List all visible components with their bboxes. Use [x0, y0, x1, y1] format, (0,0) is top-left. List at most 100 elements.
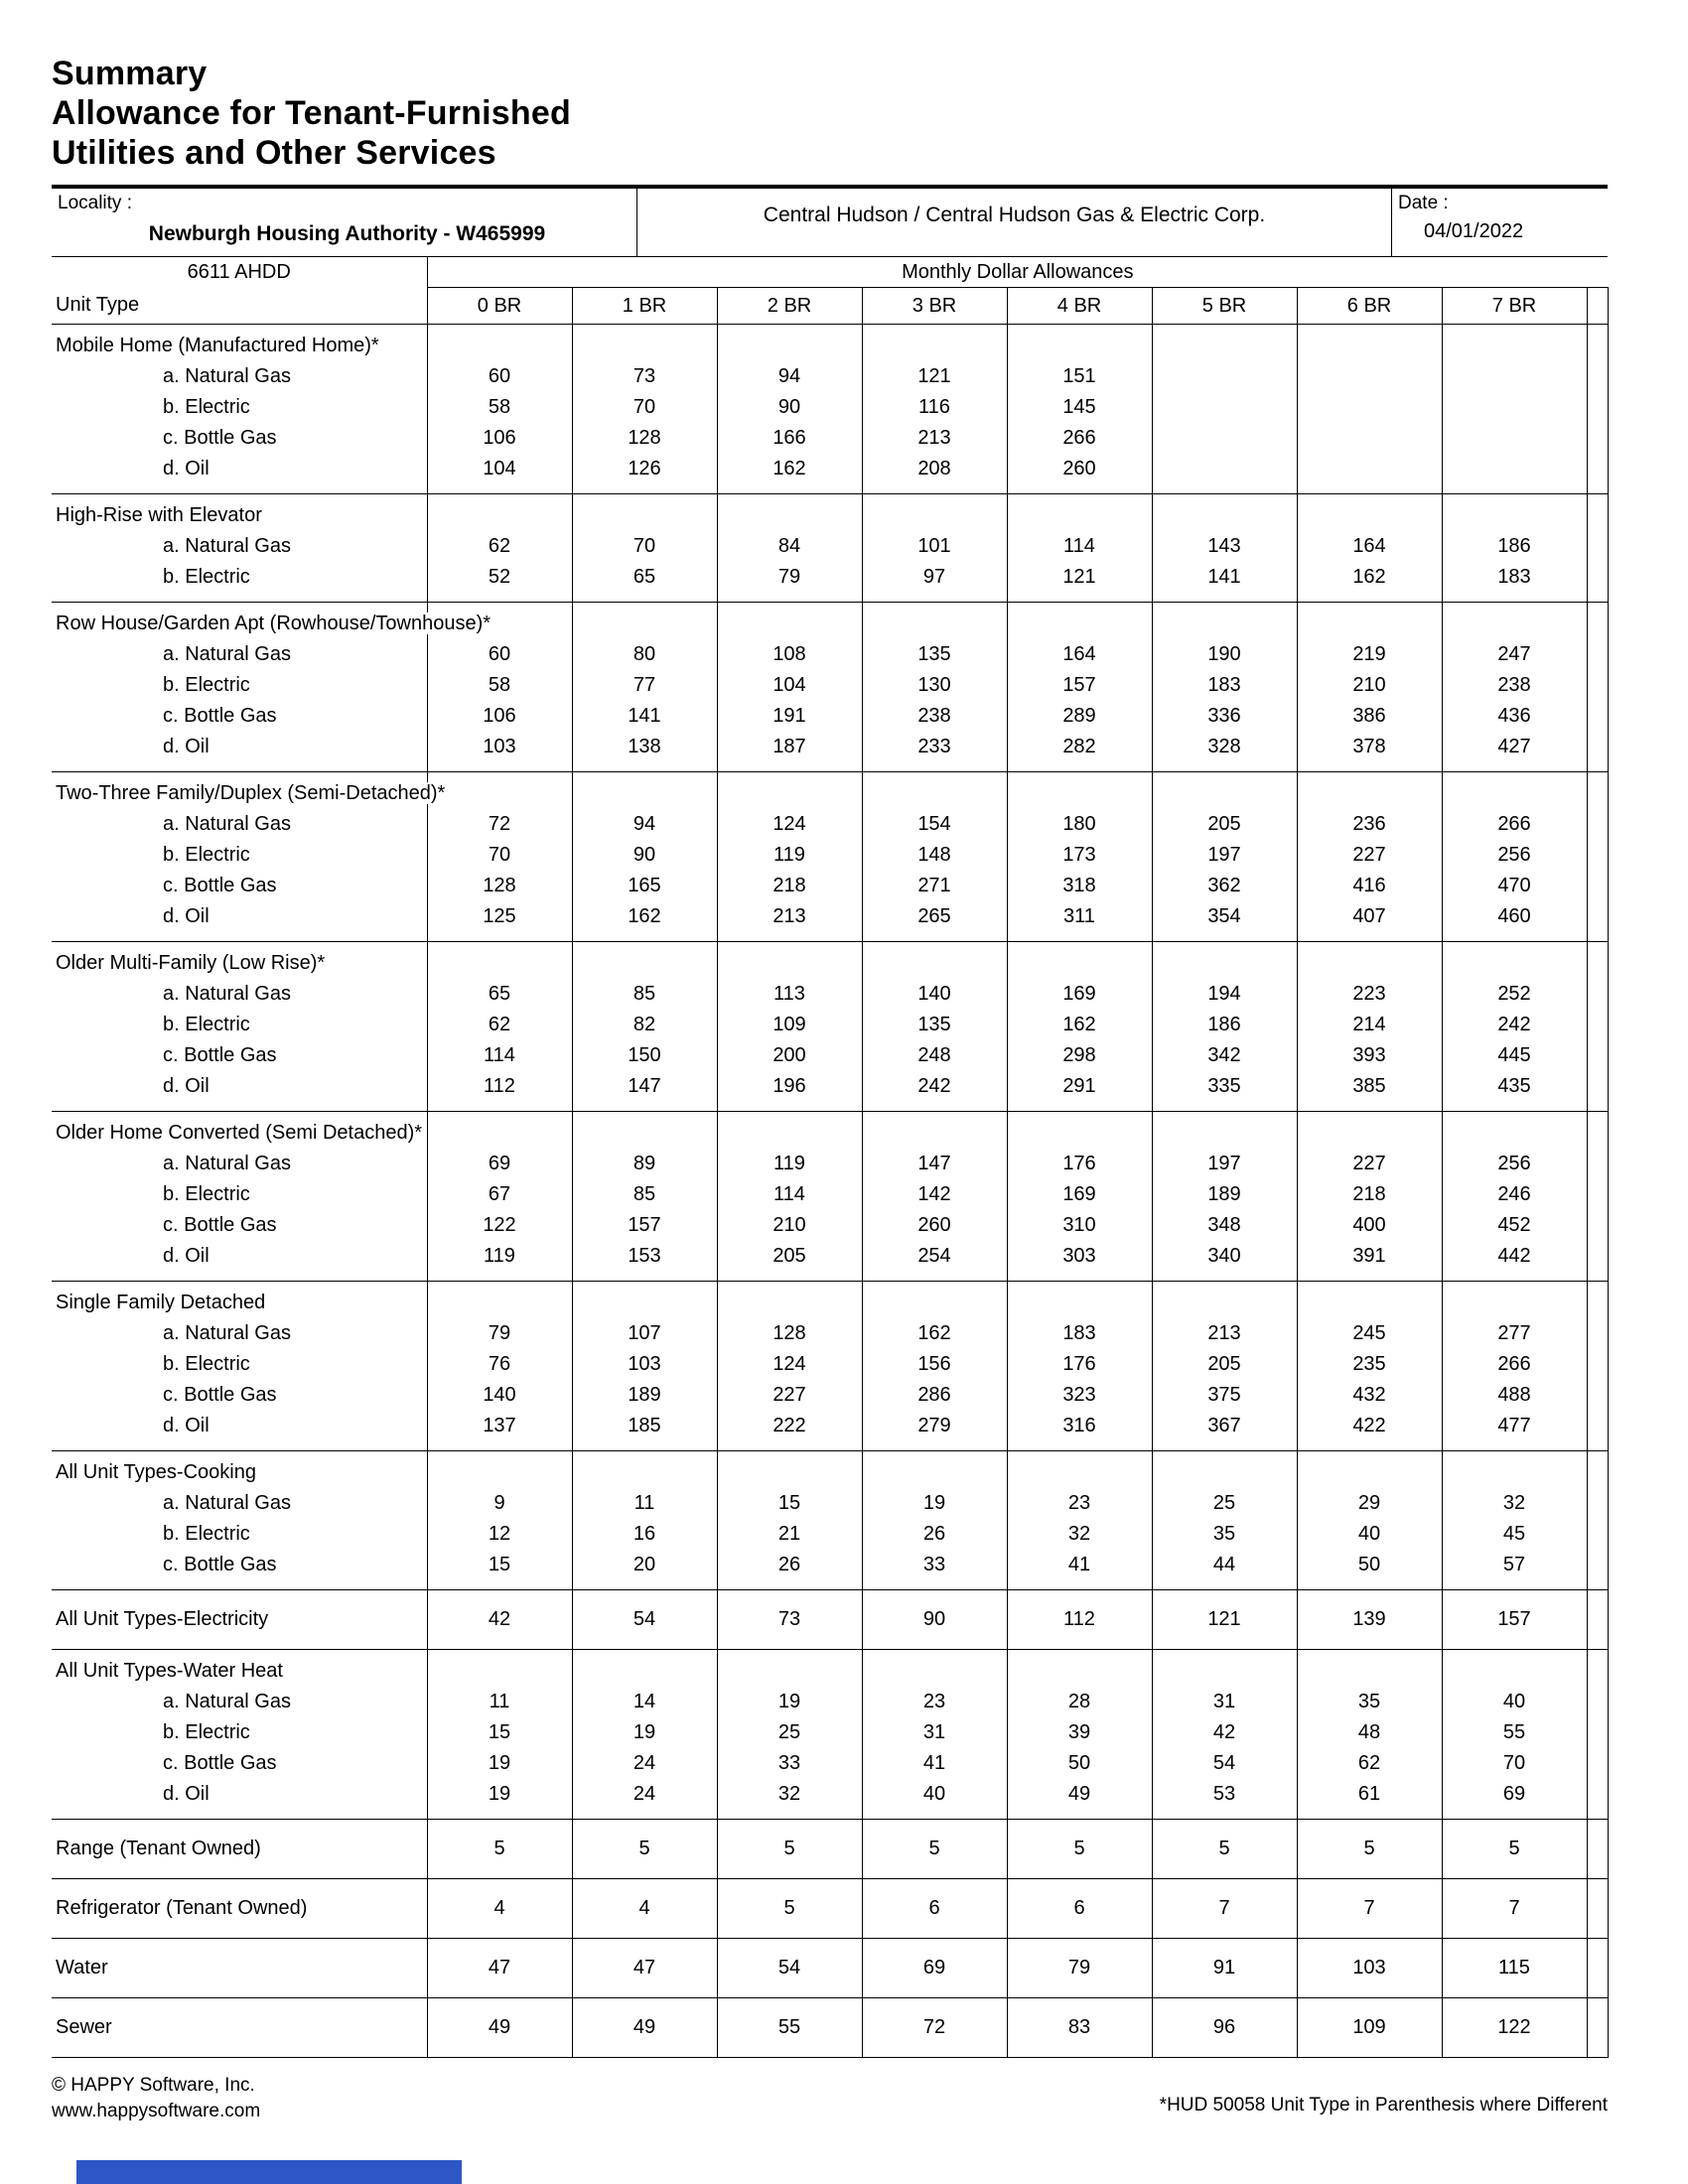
allowance-value: 29: [1296, 1488, 1442, 1519]
trailing-cell: [1586, 1997, 1609, 2058]
section-header-row: Single Family Detached: [52, 1281, 1609, 1318]
allowance-value: 91: [1151, 1938, 1297, 1998]
trailing-cell: [1586, 1519, 1609, 1550]
allowance-value: 145: [1006, 392, 1152, 423]
utility-label: c. Bottle Gas: [163, 1384, 277, 1406]
allowance-value: 62: [1296, 1748, 1442, 1779]
allowance-value: [1296, 1111, 1442, 1149]
allowance-value: 25: [716, 1717, 862, 1748]
trailing-cell: [1586, 840, 1609, 871]
allowance-label: All Unit Types-Electricity: [52, 1589, 427, 1650]
allowance-value: 386: [1296, 701, 1442, 732]
allowance-value: 205: [716, 1241, 862, 1282]
allowance-value: 23: [861, 1687, 1007, 1717]
allowance-value: 97: [861, 562, 1007, 603]
trailing-cell: [1586, 1649, 1609, 1687]
title-line-2: Allowance for Tenant-Furnished: [52, 94, 571, 132]
allowance-value: [1151, 1649, 1297, 1687]
allowance-value: 248: [861, 1040, 1007, 1071]
allowance-value: 55: [716, 1997, 862, 2058]
allowance-label: Water: [52, 1938, 427, 1998]
allowance-value: 442: [1441, 1241, 1587, 1282]
allowance-value: 140: [426, 1380, 572, 1411]
copyright-line: © HAPPY Software, Inc.: [52, 2075, 255, 2096]
allowance-value: 124: [716, 1349, 862, 1380]
allowance-value: 303: [1006, 1241, 1152, 1282]
column-header-0br: 0 BR: [426, 287, 572, 325]
utility-row: d. Oil 104 126 162 208 260: [52, 454, 1609, 494]
trailing-cell: [1586, 979, 1609, 1010]
allowance-value: 135: [861, 639, 1007, 670]
allowance-value: [1151, 324, 1297, 361]
section-label: Older Home Converted (Semi Detached)*: [52, 1112, 428, 1150]
allowance-value: 176: [1006, 1149, 1152, 1179]
allowance-value: 62: [426, 1010, 572, 1040]
locality-value: Newburgh Housing Authority - W465999: [148, 222, 546, 245]
utility-row: b. Electric 70 90 119 148 173 197 227 256: [52, 840, 1609, 871]
utility-label: c. Bottle Gas: [163, 1752, 277, 1774]
section-header-row: All Unit Types-Water Heat: [52, 1649, 1609, 1687]
utility-row: d. Oil 137 185 222 279 316 367 422 477: [52, 1411, 1609, 1451]
utility-row: b. Electric 12 16 21 26 32 35 40 45: [52, 1519, 1609, 1550]
allowance-value: [861, 1281, 1007, 1318]
allowance-value: 76: [426, 1349, 572, 1380]
allowance-value: 69: [861, 1938, 1007, 1998]
allowance-value: 432: [1296, 1380, 1442, 1411]
allowance-value: 348: [1151, 1210, 1297, 1241]
section-label: Row House/Garden Apt (Rowhouse/Townhouse…: [52, 603, 496, 640]
allowance-value: 70: [1441, 1748, 1587, 1779]
allowance-value: 83: [1006, 1997, 1152, 2058]
utility-label: a. Natural Gas: [163, 1492, 291, 1514]
allowance-value: 32: [1441, 1488, 1587, 1519]
allowance-value: 147: [861, 1149, 1007, 1179]
column-header-4br: 4 BR: [1006, 287, 1152, 325]
allowance-label: Refrigerator (Tenant Owned): [52, 1878, 427, 1939]
section-header-row: Two-Three Family/Duplex (Semi-Detached)*: [52, 771, 1609, 809]
section-header-row: All Unit Types-Cooking: [52, 1450, 1609, 1488]
allowance-value: 227: [1296, 1149, 1442, 1179]
section-title: Row House/Garden Apt (Rowhouse/Townhouse…: [56, 613, 496, 634]
table-band-row: 6611 AHDD Monthly Dollar Allowances: [52, 257, 1609, 288]
allowance-value: 186: [1441, 531, 1587, 562]
utility-label: d. Oil: [52, 901, 427, 942]
allowance-value: [861, 1111, 1007, 1149]
allowance-value: 162: [716, 454, 862, 494]
trailing-cell: [1586, 392, 1609, 423]
allowance-table-body: Mobile Home (Manufactured Home)* a. Natur…: [52, 324, 1609, 2058]
allowance-value: 197: [1151, 1149, 1297, 1179]
allowance-value: 173: [1006, 840, 1152, 871]
allowance-value: 106: [426, 701, 572, 732]
allowance-value: 5: [426, 1819, 572, 1879]
utility-label: c. Bottle Gas: [52, 1550, 427, 1590]
allowance-value: 222: [716, 1411, 862, 1451]
allowance-value: 316: [1006, 1411, 1152, 1451]
trailing-cell: [1586, 1149, 1609, 1179]
single-allowance-row: All Unit Types-Electricity 42 54 73 90 112 121…: [52, 1589, 1609, 1650]
utility-label: c. Bottle Gas: [163, 1214, 277, 1236]
allowance-value: 5: [716, 1819, 862, 1879]
trailing-cell: [1586, 562, 1609, 603]
allowance-value: 112: [1006, 1589, 1152, 1650]
allowance-value: 154: [861, 809, 1007, 840]
trailing-cell: [1586, 531, 1609, 562]
allowance-value: 223: [1296, 979, 1442, 1010]
allowance-value: 60: [426, 361, 572, 392]
allowance-value: 227: [1296, 840, 1442, 871]
utility-row: a. Natural Gas 60 80 108 135 164 190 219 247: [52, 639, 1609, 670]
trailing-cell: [1586, 941, 1609, 979]
allowance-value: 128: [426, 871, 572, 901]
allowance-value: 73: [571, 361, 717, 392]
allowance-value: 197: [1151, 840, 1297, 871]
allowance-value: 47: [571, 1938, 717, 1998]
allowance-value: 162: [861, 1318, 1007, 1349]
allowance-value: 19: [426, 1779, 572, 1820]
trailing-cell: [1586, 639, 1609, 670]
allowance-value: 210: [1296, 670, 1442, 701]
allowance-value: 85: [571, 1179, 717, 1210]
utility-label: b. Electric: [163, 1523, 250, 1545]
utility-row: d. Oil 112 147 196 242 291 335 385 435: [52, 1071, 1609, 1112]
utility-label: c. Bottle Gas: [163, 427, 277, 449]
utility-row: d. Oil 19 24 32 40 49 53 61 69: [52, 1779, 1609, 1820]
column-header-row: Unit Type 0 BR 1 BR 2 BR 3 BR 4 BR 5 BR …: [52, 287, 1609, 325]
allowance-value: 416: [1296, 871, 1442, 901]
